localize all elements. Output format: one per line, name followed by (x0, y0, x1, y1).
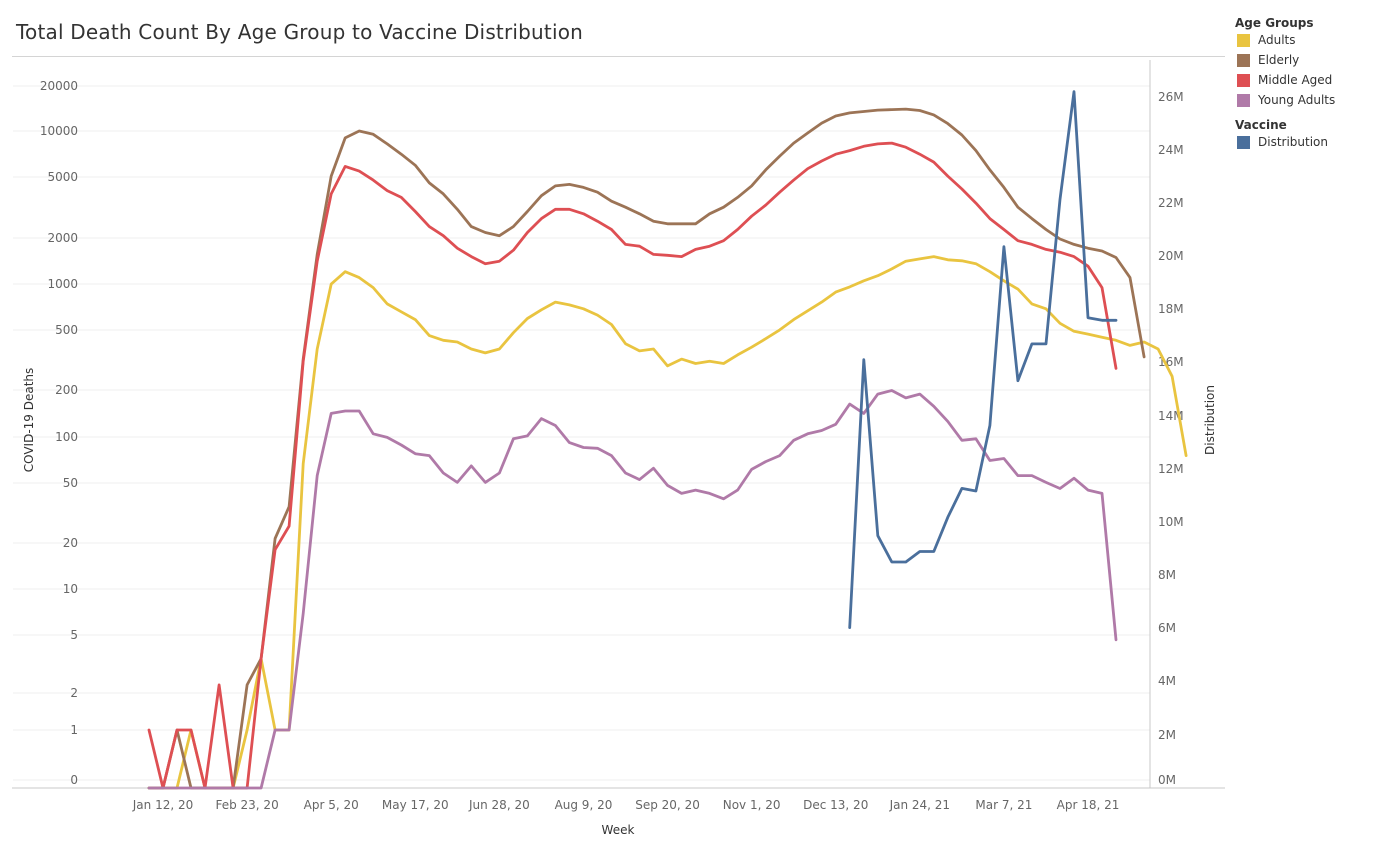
title-divider (12, 56, 1225, 57)
x-tick-label: May 17, 20 (382, 798, 449, 812)
legend-item-adults[interactable]: Adults (1235, 30, 1395, 50)
y-tick-label: 0 (70, 773, 78, 787)
legend-label: Young Adults (1258, 93, 1336, 107)
y2-tick-label: 20M (1158, 249, 1184, 263)
y2-tick-label: 24M (1158, 143, 1184, 157)
y-tick-label: 50 (63, 476, 78, 490)
x-tick-label: Nov 1, 20 (723, 798, 781, 812)
y-tick-label: 5 (70, 628, 78, 642)
y-tick-label: 5000 (47, 170, 78, 184)
legend-swatch (1237, 53, 1250, 67)
y-tick-label: 100 (55, 430, 78, 444)
y2-tick-label: 8M (1158, 568, 1176, 582)
series-lines (147, 90, 1188, 790)
chart: 2000010000500020001000500200100502010521… (12, 60, 1225, 837)
legend-age-groups-title: Age Groups (1235, 16, 1314, 30)
y2-tick-label: 6M (1158, 621, 1176, 635)
page-title: Total Death Count By Age Group to Vaccin… (16, 20, 584, 44)
legend-swatch (1237, 93, 1250, 107)
x-tick-label: Mar 7, 21 (975, 798, 1032, 812)
series-line-middle-aged (147, 141, 1118, 790)
y2-tick-label: 12M (1158, 462, 1184, 476)
y2-tick-label: 4M (1158, 674, 1176, 688)
y-tick-label: 1000 (47, 277, 78, 291)
x-tick-label: Feb 23, 20 (215, 798, 278, 812)
legend-swatch (1237, 73, 1250, 87)
series-line-adults (147, 255, 1188, 790)
y-tick-label: 200 (55, 383, 78, 397)
y-tick-label: 20 (63, 536, 78, 550)
x-tick-label: Dec 13, 20 (803, 798, 868, 812)
y-tick-label: 20000 (40, 79, 78, 93)
x-tick-label: Apr 5, 20 (304, 798, 359, 812)
y-tick-label: 10 (63, 582, 78, 596)
y2-tick-label: 22M (1158, 196, 1184, 210)
legend-vaccine-title: Vaccine (1235, 118, 1287, 132)
legend: Age Groups Adults Elderly Middle Aged Young… (1235, 16, 1395, 152)
x-tick-label: Jan 24, 21 (889, 798, 950, 812)
y-tick-label: 10000 (40, 124, 78, 138)
legend-age-groups: Adults Elderly Middle Aged Young Adults (1235, 30, 1395, 110)
legend-item-distribution[interactable]: Distribution (1235, 132, 1395, 152)
x-axis-ticks: Jan 12, 20 Feb 23, 20 Apr 5, 20 May 17, 20 J… (132, 798, 1120, 812)
axes (12, 60, 1225, 789)
legend-label: Distribution (1258, 135, 1329, 149)
series-line-young-adults (147, 389, 1118, 790)
y-tick-label: 2000 (47, 231, 78, 245)
legend-item-young-adults[interactable]: Young Adults (1235, 90, 1395, 110)
legend-vaccine: Distribution (1235, 132, 1395, 152)
legend-swatch (1237, 135, 1250, 149)
x-tick-label: Jan 12, 20 (132, 798, 193, 812)
x-tick-label: Aug 9, 20 (555, 798, 613, 812)
y2-tick-label: 26M (1158, 90, 1184, 104)
x-tick-label: Sep 20, 20 (635, 798, 700, 812)
legend-item-elderly[interactable]: Elderly (1235, 50, 1395, 70)
y-tick-label: 2 (70, 686, 78, 700)
y-axis-ticks: 2000010000500020001000500200100502010521… (40, 79, 78, 787)
y2-tick-label: 0M (1158, 773, 1176, 787)
legend-item-middle-aged[interactable]: Middle Aged (1235, 70, 1395, 90)
y2-tick-label: 10M (1158, 515, 1184, 529)
x-tick-label: Jun 28, 20 (468, 798, 530, 812)
y2-axis-title: Distribution (1203, 385, 1217, 455)
x-tick-label: Apr 18, 21 (1057, 798, 1120, 812)
y2-tick-label: 2M (1158, 728, 1176, 742)
legend-label: Adults (1258, 33, 1296, 47)
y-tick-label: 1 (70, 723, 78, 737)
series-line-elderly (147, 107, 1146, 790)
legend-label: Elderly (1258, 53, 1300, 67)
series-line-distribution (848, 90, 1118, 629)
y-axis-title: COVID-19 Deaths (22, 368, 36, 473)
gridlines (13, 85, 1150, 781)
legend-swatch (1237, 33, 1250, 47)
y2-tick-label: 18M (1158, 302, 1184, 316)
y-tick-label: 500 (55, 323, 78, 337)
x-axis-title: Week (602, 823, 635, 837)
legend-label: Middle Aged (1258, 73, 1333, 87)
